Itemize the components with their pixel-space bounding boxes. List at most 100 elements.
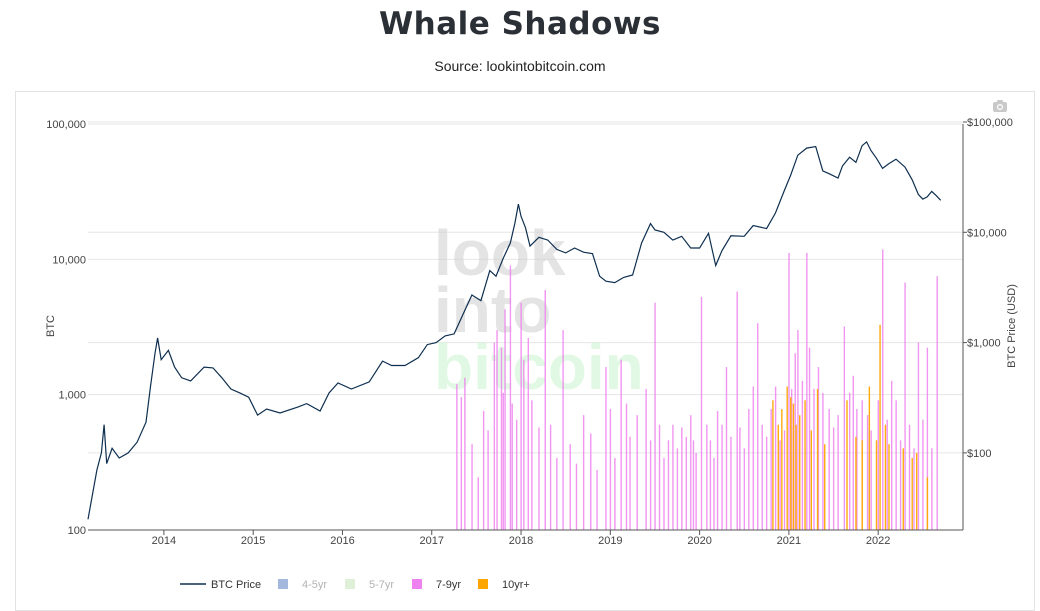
legend-label[interactable]: 10yr+ xyxy=(502,579,530,591)
bar-79yr xyxy=(917,342,920,530)
bar-79yr xyxy=(801,380,804,530)
legend-label[interactable]: BTC Price xyxy=(211,579,261,591)
y-tick-label-left: 100 xyxy=(68,525,86,537)
bar-79yr xyxy=(721,424,723,530)
y-axis-right-label: BTC Price (USD) xyxy=(1006,284,1018,368)
bar-10yr xyxy=(868,386,871,530)
bar-79yr xyxy=(779,440,781,530)
bar-10yr xyxy=(884,424,887,530)
bar-79yr xyxy=(886,419,888,530)
x-tick-label: 2022 xyxy=(866,535,890,547)
legend-label[interactable]: 5-7yr xyxy=(369,579,394,591)
bar-10yr xyxy=(790,397,792,530)
bar-10yr xyxy=(824,444,826,530)
bar-79yr xyxy=(828,409,830,530)
bar-10yr xyxy=(846,400,848,530)
bar-79yr xyxy=(520,302,522,530)
y-axis-left-label: BTC xyxy=(45,315,57,337)
bar-79yr xyxy=(725,367,728,530)
bar-79yr xyxy=(629,436,631,530)
bar-79yr xyxy=(496,330,498,530)
bar-79yr xyxy=(870,430,872,530)
bar-10yr xyxy=(804,400,806,530)
bar-79yr xyxy=(493,342,496,530)
bar-79yr xyxy=(596,469,598,530)
bar-79yr xyxy=(813,388,815,530)
bar-79yr xyxy=(713,457,715,530)
watermark-line-1: look xyxy=(434,217,566,289)
bar-79yr xyxy=(544,289,546,530)
bar-79yr xyxy=(706,424,708,530)
bar-79yr xyxy=(649,440,652,530)
legend-swatch xyxy=(412,579,422,589)
bar-79yr xyxy=(645,388,647,530)
bar-10yr xyxy=(911,457,913,530)
bar-79yr xyxy=(837,415,839,530)
camera-icon[interactable] xyxy=(993,100,1007,112)
x-tick-label: 2014 xyxy=(152,535,176,547)
bar-79yr xyxy=(500,347,503,530)
x-tick-label: 2020 xyxy=(687,535,711,547)
bar-79yr xyxy=(667,440,670,530)
bar-79yr xyxy=(695,452,697,530)
bar-79yr xyxy=(849,392,851,530)
watermark-line-3: bitcoin xyxy=(434,331,644,403)
bar-79yr xyxy=(620,359,622,530)
btc-price-line xyxy=(87,140,942,520)
bar-79yr xyxy=(700,296,703,530)
bar-79yr xyxy=(504,309,506,530)
y-tick-label-right: $100,000 xyxy=(967,117,1013,129)
bar-79yr xyxy=(899,440,902,530)
bar-79yr xyxy=(456,384,458,530)
bar-79yr xyxy=(685,436,688,530)
bar-79yr xyxy=(575,463,578,530)
bar-10yr xyxy=(915,452,918,530)
bar-79yr xyxy=(464,377,466,530)
bar-79yr xyxy=(926,347,929,530)
bar-79yr xyxy=(866,415,869,530)
bar-79yr xyxy=(788,252,790,530)
bar-79yr xyxy=(774,386,777,530)
bar-79yr xyxy=(672,424,674,530)
bar-79yr xyxy=(460,397,463,530)
bar-10yr xyxy=(926,477,929,530)
bar-10yr xyxy=(792,403,795,530)
chart-title: Whale Shadows xyxy=(378,6,662,42)
axes: 100 1,000 10,000 100,000 $100 $1,000 $10,000 $1… xyxy=(46,117,1013,547)
bar-series xyxy=(456,249,938,530)
bar-79yr xyxy=(502,392,504,530)
bar-79yr xyxy=(527,338,529,530)
y-tick-label-left: 1,000 xyxy=(58,390,86,402)
bar-79yr xyxy=(654,302,656,530)
legend-label[interactable]: 7-9yr xyxy=(436,579,461,591)
bar-79yr xyxy=(692,440,695,530)
bar-79yr xyxy=(676,448,679,530)
y-tick-label-right: $100 xyxy=(967,448,991,460)
bar-79yr xyxy=(730,436,732,530)
y-tick-label-right: $1,000 xyxy=(967,338,1001,350)
y-tick-label-left: 10,000 xyxy=(52,254,86,266)
bar-79yr xyxy=(770,409,772,530)
bar-79yr xyxy=(471,444,473,530)
bar-79yr xyxy=(609,409,612,530)
x-tick-label: 2016 xyxy=(330,535,354,547)
bar-10yr xyxy=(786,386,788,530)
watermark: look into bitcoin xyxy=(434,217,644,403)
bar-10yr xyxy=(855,436,857,530)
bar-10yr xyxy=(861,440,863,530)
legend-swatch xyxy=(345,579,355,589)
bar-10yr xyxy=(888,444,890,530)
bar-10yr xyxy=(799,415,801,530)
gridlines xyxy=(88,121,963,531)
bar-10yr xyxy=(902,448,904,530)
bar-79yr xyxy=(681,427,683,530)
bar-79yr xyxy=(757,323,759,530)
bar-79yr xyxy=(797,330,799,530)
x-tick-label: 2018 xyxy=(509,535,533,547)
bar-79yr xyxy=(817,367,820,530)
bar-79yr xyxy=(556,457,558,530)
bar-79yr xyxy=(739,427,741,530)
bar-79yr xyxy=(931,448,933,530)
legend-label[interactable]: 4-5yr xyxy=(302,579,327,591)
bar-79yr xyxy=(843,326,846,530)
